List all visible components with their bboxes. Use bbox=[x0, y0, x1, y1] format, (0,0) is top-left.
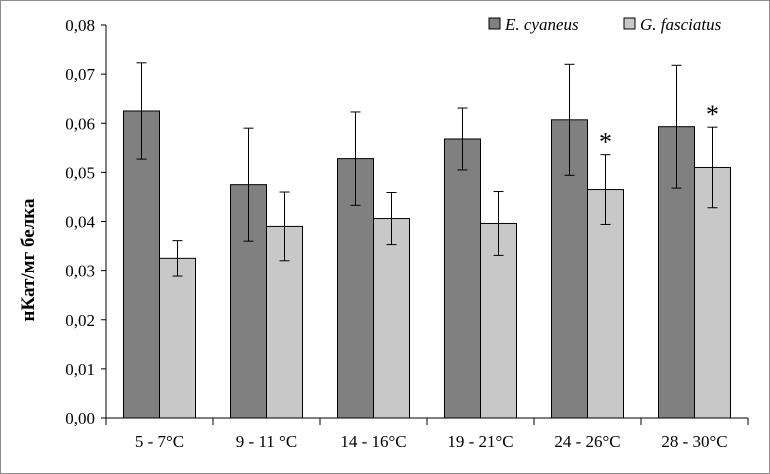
bar bbox=[444, 138, 481, 419]
legend-label-e-cyaneus: E. cyaneus bbox=[504, 15, 579, 34]
y-tick-label: 0,06 bbox=[65, 114, 95, 133]
y-tick-label: 0,03 bbox=[65, 262, 95, 281]
x-tick-label: 5 - 7°C bbox=[135, 432, 184, 451]
error-bars bbox=[136, 62, 718, 277]
x-tick-label: 9 - 11 °C bbox=[236, 432, 297, 451]
significance-asterisk: * bbox=[706, 100, 719, 129]
y-axis-label: нКат/мг белка bbox=[18, 198, 39, 321]
y-tick-label: 0,07 bbox=[65, 65, 95, 84]
y-tick-label: 0,04 bbox=[65, 213, 95, 232]
y-tick-label: 0,05 bbox=[65, 163, 95, 182]
legend-swatch-e-cyaneus bbox=[488, 17, 501, 30]
bar bbox=[123, 110, 160, 419]
bar bbox=[694, 166, 731, 419]
bar bbox=[373, 218, 410, 419]
legend: E. cyaneus G. fasciatus bbox=[488, 15, 722, 34]
significance-asterisk: * bbox=[599, 128, 612, 157]
x-tick-label: 24 - 26°C bbox=[554, 432, 620, 451]
tick-labels: 0,00 0,01 0,02 0,03 0,04 0,05 0,06 0,07 0,08 5 - … bbox=[65, 16, 727, 451]
legend-swatch-g-fasciatus bbox=[623, 17, 636, 30]
annotations: ** bbox=[599, 100, 719, 157]
x-tick-label: 19 - 21°C bbox=[447, 432, 513, 451]
x-tick-label: 28 - 30°C bbox=[661, 432, 727, 451]
bars bbox=[123, 110, 731, 419]
y-tick-label: 0,01 bbox=[65, 360, 95, 379]
y-tick-label: 0,02 bbox=[65, 311, 95, 330]
legend-label-g-fasciatus: G. fasciatus bbox=[640, 15, 722, 34]
y-tick-label: 0,00 bbox=[65, 409, 95, 428]
x-tick-label: 14 - 16°C bbox=[340, 432, 406, 451]
y-tick-label: 0,08 bbox=[65, 16, 95, 35]
axes bbox=[101, 24, 749, 425]
bar bbox=[159, 257, 196, 419]
